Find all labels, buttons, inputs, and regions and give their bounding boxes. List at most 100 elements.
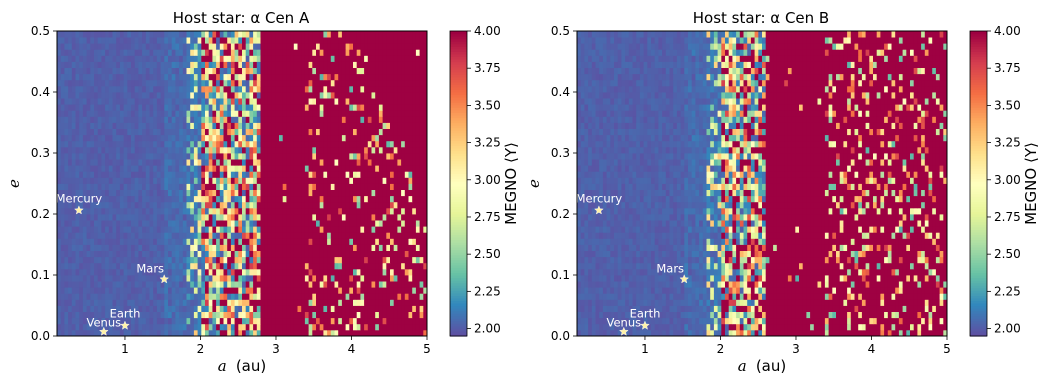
heatmap-cell	[97, 55, 102, 62]
heatmap-cell	[134, 299, 139, 306]
heatmap-cell	[293, 37, 298, 44]
heatmap-cell	[245, 153, 250, 160]
heatmap-cell	[360, 220, 365, 227]
heatmap-cell	[219, 214, 224, 221]
heatmap-cell	[60, 134, 65, 142]
heatmap-cell	[423, 220, 428, 227]
heatmap-cell	[160, 159, 165, 166]
heatmap-cell	[164, 244, 169, 251]
heatmap-cell	[319, 140, 324, 148]
heatmap-cell	[186, 268, 191, 276]
heatmap-cell	[401, 49, 406, 56]
heatmap-cell	[60, 31, 65, 38]
heatmap-cell	[79, 104, 84, 111]
heatmap-cell	[308, 214, 313, 221]
heatmap-cell	[205, 201, 210, 209]
heatmap-cell	[412, 116, 417, 123]
heatmap-cell	[312, 226, 317, 233]
heatmap-cell	[175, 293, 180, 300]
heatmap-cell	[408, 323, 413, 331]
heatmap-cell	[301, 73, 306, 81]
heatmap-cell	[60, 98, 65, 105]
heatmap-cell	[105, 275, 110, 282]
heatmap-cell	[242, 256, 247, 264]
heatmap-cell	[145, 232, 150, 239]
heatmap-cell	[190, 98, 195, 105]
heatmap-cell	[390, 177, 395, 184]
heatmap-cell	[349, 134, 354, 142]
heatmap-cell	[82, 329, 87, 337]
heatmap-cell	[304, 201, 309, 209]
heatmap-cell	[327, 244, 332, 251]
heatmap-cell	[316, 73, 321, 81]
heatmap-cell	[382, 171, 387, 178]
heatmap-cell	[68, 268, 73, 276]
heatmap-cell	[123, 43, 128, 50]
heatmap-cell	[349, 299, 354, 306]
heatmap-cell	[290, 238, 295, 245]
heatmap-cell	[260, 317, 265, 325]
heatmap-cell	[260, 275, 265, 282]
heatmap-cell	[142, 85, 147, 93]
heatmap-cell	[123, 207, 128, 215]
heatmap-cell	[190, 153, 195, 160]
heatmap-cell	[112, 195, 117, 203]
heatmap-cell	[401, 220, 406, 227]
heatmap-cell	[334, 110, 339, 117]
heatmap-cell	[253, 244, 258, 251]
heatmap-cell	[182, 329, 187, 337]
heatmap-cell	[267, 293, 272, 300]
heatmap-cell	[375, 153, 380, 160]
heatmap-cell	[175, 128, 180, 136]
heatmap-cell	[208, 323, 213, 331]
heatmap-cell	[79, 244, 84, 251]
heatmap-cell	[330, 189, 335, 197]
heatmap-cell	[367, 262, 372, 270]
heatmap-cell	[101, 250, 106, 258]
heatmap-cell	[349, 244, 354, 251]
heatmap-cell	[408, 329, 413, 337]
heatmap-cell	[290, 134, 295, 142]
heatmap-cell	[160, 226, 165, 233]
heatmap-cell	[116, 171, 121, 178]
heatmap-cell	[367, 244, 372, 251]
heatmap-cell	[153, 275, 158, 282]
heatmap-cell	[330, 287, 335, 294]
heatmap-cell	[160, 67, 165, 75]
heatmap-cell	[227, 67, 232, 75]
heatmap-cell	[75, 189, 80, 197]
heatmap-cell	[253, 153, 258, 160]
heatmap-cell	[290, 207, 295, 215]
heatmap-cell	[382, 85, 387, 93]
heatmap-cell	[308, 250, 313, 258]
heatmap-cell	[138, 165, 143, 172]
heatmap-cell	[64, 67, 69, 75]
heatmap-cell	[164, 226, 169, 233]
heatmap-cell	[234, 207, 239, 215]
heatmap-cell	[205, 61, 210, 68]
heatmap-cell	[212, 31, 217, 38]
heatmap-cell	[253, 281, 258, 288]
heatmap-cell	[71, 195, 76, 203]
heatmap-cell	[242, 146, 247, 154]
heatmap-cell	[286, 262, 291, 270]
heatmap-cell	[94, 55, 99, 62]
heatmap-cell	[367, 299, 372, 306]
heatmap-cell	[79, 183, 84, 190]
heatmap-cell	[338, 262, 343, 270]
heatmap-cell	[145, 122, 150, 129]
heatmap-cell	[216, 183, 221, 190]
heatmap-cell	[286, 256, 291, 264]
heatmap-cell	[179, 159, 184, 166]
heatmap-cell	[382, 55, 387, 62]
heatmap-cell	[145, 244, 150, 251]
heatmap-cell	[219, 226, 224, 233]
heatmap-cell	[145, 262, 150, 270]
heatmap-cell	[112, 43, 117, 50]
heatmap-cell	[249, 189, 254, 197]
heatmap-cell	[341, 311, 346, 319]
heatmap-cell	[123, 73, 128, 81]
heatmap-cell	[304, 232, 309, 239]
heatmap-cell	[415, 98, 420, 105]
heatmap-cell	[227, 220, 232, 227]
